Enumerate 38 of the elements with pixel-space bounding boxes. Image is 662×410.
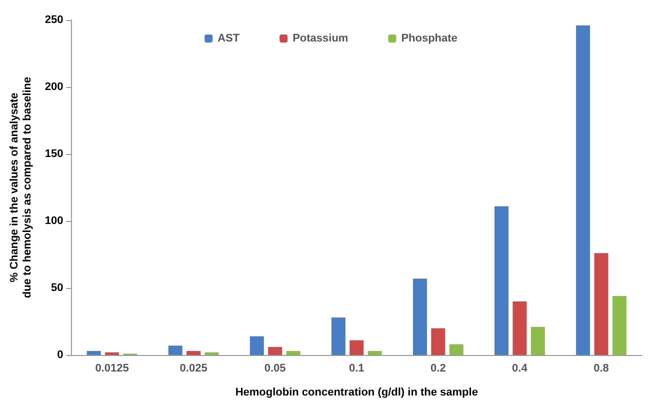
bar <box>350 340 364 355</box>
bar <box>612 296 626 355</box>
bar <box>250 336 264 355</box>
bar <box>494 206 508 355</box>
bar <box>268 346 282 355</box>
bar <box>86 350 101 355</box>
x-axis-title: Hemoglobin concentration (g/dl) in the sample <box>235 386 478 398</box>
y-tick-label: 200 <box>44 81 64 93</box>
bar <box>576 25 590 355</box>
bar <box>186 350 201 355</box>
bar <box>594 253 608 355</box>
x-tick-label: 0.05 <box>264 362 286 374</box>
legend-label: AST <box>218 32 240 44</box>
y-tick-label: 250 <box>44 14 64 26</box>
x-tick-label: 0.1 <box>348 362 364 374</box>
y-tick-label: 0 <box>57 349 64 361</box>
x-tick-label: 0.025 <box>180 362 208 374</box>
y-tick-label: 150 <box>44 148 64 160</box>
legend-label: Phosphate <box>401 32 458 44</box>
y-axis-title: % Change in the values of analysate due to hemolysis as compared to baseline <box>8 76 34 298</box>
x-tick-label: 0.0125 <box>95 362 129 374</box>
bar <box>204 352 219 355</box>
bar <box>431 328 446 355</box>
y-tick-label: 100 <box>44 215 64 227</box>
bar <box>331 317 346 355</box>
y-tick-label: 50 <box>51 282 64 294</box>
bar <box>168 346 182 355</box>
x-tick-label: 0.2 <box>430 362 446 374</box>
x-tick-label: 0.8 <box>594 362 609 374</box>
bar <box>449 344 464 355</box>
x-tick-label: 0.4 <box>512 362 528 374</box>
bar <box>105 352 120 355</box>
bar <box>512 301 527 355</box>
bar <box>530 326 545 355</box>
bar <box>368 350 382 355</box>
bar <box>412 278 427 355</box>
bar <box>286 350 300 355</box>
legend-label: Potassium <box>292 32 348 44</box>
